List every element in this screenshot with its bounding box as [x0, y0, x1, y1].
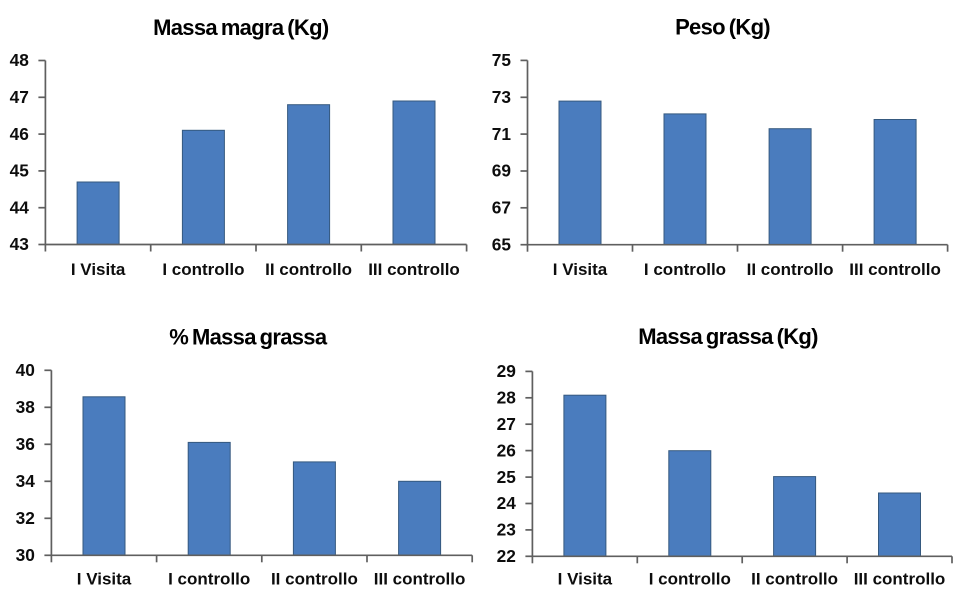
svg-text:73: 73 — [492, 87, 511, 107]
svg-text:I Visita: I Visita — [71, 260, 126, 279]
svg-text:69: 69 — [492, 161, 511, 181]
svg-text:I Visita: I Visita — [558, 570, 613, 589]
svg-text:65: 65 — [492, 234, 512, 254]
svg-text:24: 24 — [497, 493, 517, 513]
svg-text:Massa magra (Kg): Massa magra (Kg) — [153, 15, 329, 40]
svg-text:36: 36 — [16, 434, 35, 454]
svg-text:I controllo: I controllo — [168, 570, 250, 589]
svg-text:45: 45 — [10, 161, 30, 181]
svg-text:III controllo: III controllo — [374, 570, 466, 589]
svg-text:23: 23 — [497, 520, 516, 540]
svg-text:22: 22 — [497, 546, 516, 566]
svg-text:III controllo: III controllo — [849, 260, 941, 279]
svg-text:75: 75 — [492, 50, 512, 70]
svg-text:I Visita: I Visita — [77, 570, 132, 589]
svg-text:III controllo: III controllo — [368, 260, 460, 279]
svg-text:43: 43 — [10, 234, 29, 254]
svg-text:47: 47 — [10, 87, 29, 107]
svg-text:46: 46 — [10, 124, 29, 144]
svg-text:30: 30 — [16, 545, 35, 565]
svg-text:Peso (Kg): Peso (Kg) — [675, 14, 770, 39]
svg-text:I Visita: I Visita — [553, 260, 608, 279]
svg-text:71: 71 — [492, 124, 512, 144]
svg-text:28: 28 — [497, 388, 517, 408]
svg-text:Massa grassa (Kg): Massa grassa (Kg) — [638, 324, 818, 349]
svg-text:II controllo: II controllo — [747, 260, 834, 279]
svg-text:38: 38 — [16, 397, 36, 417]
svg-text:II controllo: II controllo — [265, 260, 352, 279]
svg-text:I controllo: I controllo — [644, 260, 726, 279]
svg-text:40: 40 — [16, 360, 35, 380]
svg-text:34: 34 — [16, 471, 36, 491]
svg-text:27: 27 — [497, 414, 516, 434]
svg-text:II controllo: II controllo — [751, 570, 838, 589]
svg-text:32: 32 — [16, 508, 35, 528]
svg-text:III controllo: III controllo — [854, 570, 946, 589]
svg-text:48: 48 — [10, 50, 30, 70]
svg-text:67: 67 — [492, 198, 511, 218]
svg-text:44: 44 — [10, 197, 30, 217]
svg-text:26: 26 — [497, 440, 516, 460]
svg-text:I controllo: I controllo — [649, 570, 731, 589]
svg-text:I controllo: I controllo — [162, 260, 244, 279]
svg-text:II controllo: II controllo — [271, 570, 358, 589]
svg-text:29: 29 — [497, 361, 516, 381]
svg-text:25: 25 — [497, 467, 517, 487]
svg-text:% Massa grassa: % Massa grassa — [169, 324, 328, 349]
